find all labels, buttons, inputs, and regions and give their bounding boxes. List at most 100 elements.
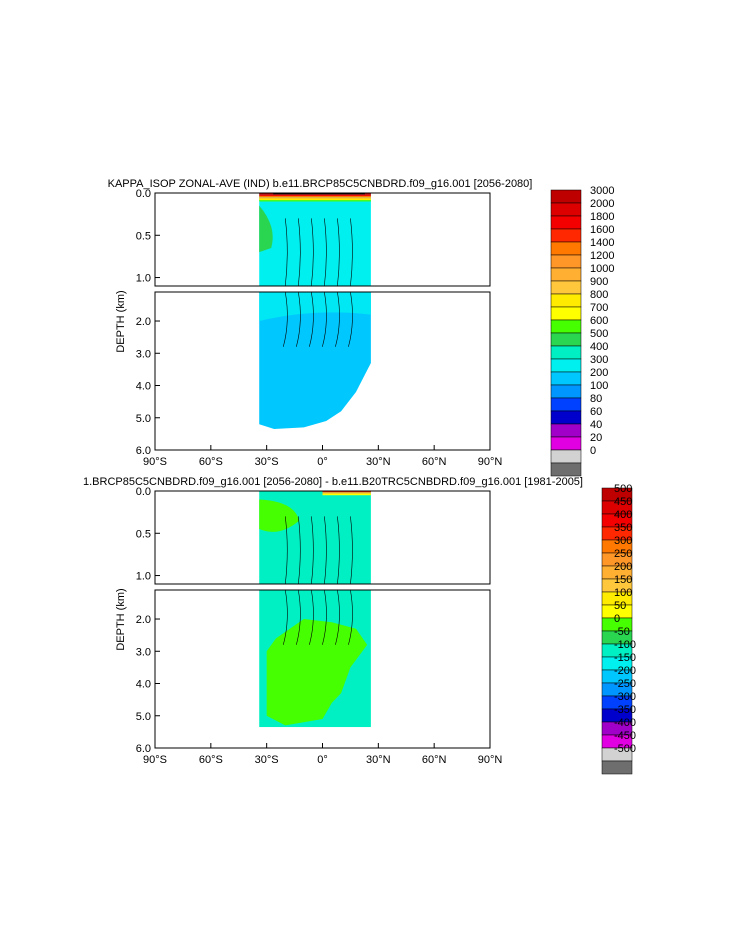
colorbar-label: 1200 bbox=[590, 250, 614, 262]
colorbar-swatch bbox=[550, 189, 582, 204]
colorbar-label: -300 bbox=[614, 691, 636, 703]
colorbar-label: 600 bbox=[590, 315, 608, 327]
colorbar-swatch bbox=[550, 423, 582, 438]
colorbar-label: -150 bbox=[614, 652, 636, 664]
colorbar-label: 40 bbox=[590, 419, 602, 431]
upper-plot-frame bbox=[154, 490, 491, 585]
x-tick-label: 60°N bbox=[422, 456, 447, 468]
colorbar-label: 700 bbox=[590, 302, 608, 314]
contour-line bbox=[284, 516, 288, 585]
y-tick-label: 3.0 bbox=[136, 348, 151, 360]
x-tick-label: 60°N bbox=[422, 754, 447, 766]
contour-line bbox=[337, 516, 340, 585]
colorbar-swatch bbox=[550, 462, 582, 477]
x-tick-label: 90°N bbox=[478, 456, 503, 468]
contour-line bbox=[311, 516, 314, 585]
top-chart: KAPPA_ISOP ZONAL-AVE (IND) b.e11.BRCP85C… bbox=[108, 178, 614, 477]
colorbar-label: -350 bbox=[614, 704, 636, 716]
colorbar-swatch bbox=[550, 202, 582, 217]
contour-line bbox=[282, 291, 288, 347]
colorbar-label: -100 bbox=[614, 639, 636, 651]
field-surface-band bbox=[273, 193, 365, 195]
colorbar-swatch bbox=[550, 410, 582, 425]
y-axis-label: DEPTH (km) bbox=[115, 588, 127, 650]
colorbar-label: 20 bbox=[590, 432, 602, 444]
x-tick-label: 30°N bbox=[366, 754, 391, 766]
colorbar-label: 100 bbox=[614, 587, 632, 599]
field-surface-band bbox=[259, 198, 371, 201]
colorbar-label: -450 bbox=[614, 730, 636, 742]
x-tick-label: 30°S bbox=[255, 754, 279, 766]
x-tick-label: 60°S bbox=[199, 754, 223, 766]
x-tick-label: 30°S bbox=[255, 456, 279, 468]
colorbar-swatch bbox=[550, 358, 582, 373]
colorbar-swatch bbox=[550, 397, 582, 412]
colorbar-label: 100 bbox=[590, 380, 608, 392]
colorbar-label: -50 bbox=[614, 626, 630, 638]
chart-title: 1.BRCP85C5CNBDRD.f09_g16.001 [2056-2080]… bbox=[83, 476, 583, 488]
colorbar-label: 500 bbox=[614, 483, 632, 495]
contour-line bbox=[282, 589, 288, 645]
colorbar-swatch bbox=[550, 332, 582, 347]
colorbar-label: 60 bbox=[590, 406, 602, 418]
colorbar-label: -250 bbox=[614, 678, 636, 690]
colorbar-swatch bbox=[601, 760, 633, 775]
contour-line bbox=[296, 291, 301, 347]
colorbar-label: -400 bbox=[614, 717, 636, 729]
y-tick-label: 0.5 bbox=[136, 528, 151, 540]
colorbar-label: 150 bbox=[614, 574, 632, 586]
colorbar-label: 500 bbox=[590, 328, 608, 340]
colorbar-label: 900 bbox=[590, 276, 608, 288]
field-surface-band bbox=[259, 195, 371, 198]
y-tick-label: 5.0 bbox=[136, 711, 151, 723]
colorbar-label: 1800 bbox=[590, 211, 614, 223]
y-tick-label: 3.0 bbox=[136, 646, 151, 658]
colorbar-swatch bbox=[550, 280, 582, 295]
colorbar-label: 1400 bbox=[590, 237, 614, 249]
bottom-chart: 1.BRCP85C5CNBDRD.f09_g16.001 [2056-2080]… bbox=[83, 476, 636, 775]
y-tick-label: 6.0 bbox=[136, 743, 151, 755]
colorbar-label: 80 bbox=[590, 393, 602, 405]
field-surface-band bbox=[259, 194, 371, 196]
y-tick-label: 5.0 bbox=[136, 413, 151, 425]
y-tick-label: 0.0 bbox=[136, 486, 151, 498]
colorbar-label: 300 bbox=[614, 535, 632, 547]
contour-line bbox=[348, 589, 353, 645]
colorbar-label: 800 bbox=[590, 289, 608, 301]
colorbar-label: 1600 bbox=[590, 224, 614, 236]
colorbar-swatch bbox=[550, 254, 582, 269]
contour-line bbox=[335, 589, 340, 645]
contour-line bbox=[298, 516, 301, 585]
contour-line bbox=[322, 291, 327, 347]
y-tick-label: 2.0 bbox=[136, 316, 151, 328]
contour-line bbox=[309, 291, 314, 347]
x-tick-label: 0° bbox=[317, 456, 328, 468]
contour-line bbox=[350, 218, 353, 287]
colorbar-swatch bbox=[550, 306, 582, 321]
field-surface-band bbox=[322, 493, 371, 496]
field-deep-patch bbox=[266, 619, 368, 726]
colorbar-label: 450 bbox=[614, 496, 632, 508]
colorbar-label: -200 bbox=[614, 665, 636, 677]
colorbar-label: 0 bbox=[614, 613, 620, 625]
colorbar-label: 200 bbox=[614, 561, 632, 573]
colorbar-swatch bbox=[550, 345, 582, 360]
colorbar-swatch bbox=[550, 371, 582, 386]
field-surface-band bbox=[259, 200, 371, 202]
contour-line bbox=[311, 218, 314, 287]
contour-line bbox=[284, 218, 288, 287]
field-southern-margin bbox=[259, 499, 300, 532]
colorbar-label: 250 bbox=[614, 548, 632, 560]
y-tick-label: 1.0 bbox=[136, 571, 151, 583]
colorbar-swatch bbox=[550, 267, 582, 282]
contour-line bbox=[348, 291, 353, 347]
contour-line bbox=[324, 516, 327, 585]
colorbar-swatch bbox=[550, 436, 582, 451]
colorbar-label: 50 bbox=[614, 600, 626, 612]
y-axis-label: DEPTH (km) bbox=[115, 290, 127, 352]
x-tick-label: 90°S bbox=[143, 456, 167, 468]
y-tick-label: 4.0 bbox=[136, 679, 151, 691]
x-tick-label: 60°S bbox=[199, 456, 223, 468]
colorbar-label: 350 bbox=[614, 522, 632, 534]
